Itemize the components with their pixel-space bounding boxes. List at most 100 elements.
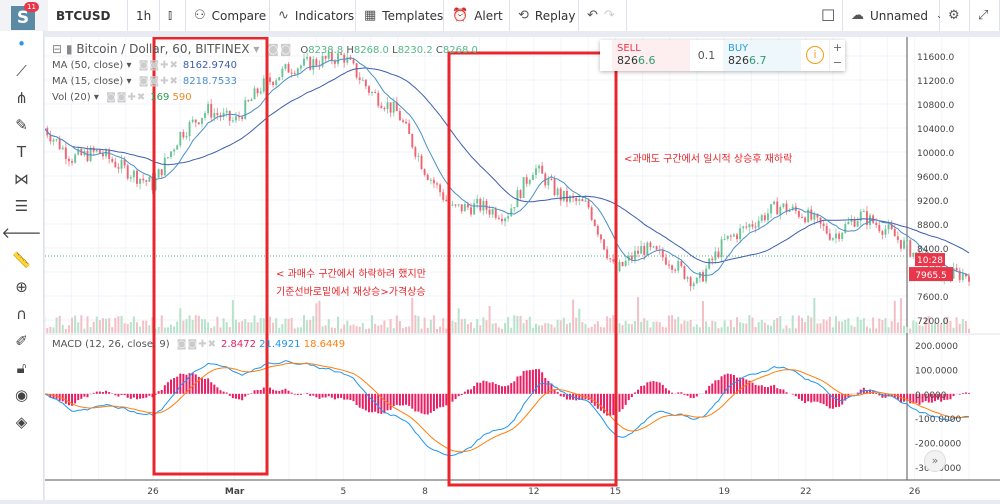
candle-body — [288, 64, 290, 73]
chart-svg[interactable]: 11600.011200.010800.010400.010000.09600.… — [45, 37, 1000, 500]
candle-body — [93, 148, 95, 152]
layers-icon[interactable]: ◈ — [0, 409, 43, 436]
eye-icon[interactable]: ◉ — [0, 382, 43, 409]
macd-histogram-bar — [464, 392, 466, 394]
price-tick-label: 8800.0 — [917, 221, 949, 231]
macd-histogram-bar — [219, 390, 221, 394]
replay-button[interactable]: ⟲Replay — [510, 0, 579, 31]
volume-bar — [699, 327, 701, 333]
ma50-label[interactable]: MA (50, close) — [52, 60, 123, 71]
compare-button[interactable]: ⚇Compare — [186, 0, 270, 31]
volume-bar — [680, 324, 682, 333]
macd-label[interactable]: MACD (12, 26, close, 9) — [52, 339, 170, 350]
candle-body — [176, 145, 178, 149]
info-icon[interactable]: i — [806, 46, 824, 64]
macd-histogram-bar — [649, 382, 651, 394]
candle-body — [458, 204, 460, 205]
lock-icon[interactable]: 🔓︎ — [0, 355, 43, 382]
settings-button[interactable]: ⚙ — [940, 0, 970, 31]
brush-icon[interactable]: ✎ — [0, 112, 43, 139]
series-buttons[interactable]: ◙◙ — [267, 42, 292, 56]
ma15-buttons[interactable]: ◙◙✚✖ — [139, 76, 179, 87]
volume-bar — [588, 328, 590, 333]
macd-histogram-bar — [968, 393, 970, 394]
trend-line-icon[interactable]: ⟋ — [0, 58, 43, 85]
macd-histogram-bar — [504, 386, 506, 394]
volume-bar — [476, 319, 478, 333]
layout-button[interactable]: ☐ — [813, 0, 843, 31]
candle-body — [130, 177, 132, 178]
macd-histogram-bar — [835, 394, 837, 407]
macd-histogram-bar — [414, 394, 416, 412]
candle-body — [674, 270, 676, 271]
candle-body — [198, 122, 200, 124]
redo-icon[interactable]: ↷ — [604, 8, 615, 23]
indicators-button[interactable]: ∿Indicators — [270, 0, 356, 31]
quantity[interactable]: 0.1 — [690, 49, 723, 62]
macd-histogram-bar — [130, 394, 132, 399]
scroll-right-button[interactable]: » — [924, 450, 946, 472]
macd-histogram-bar — [390, 394, 392, 410]
volume-bar — [176, 322, 178, 333]
volume-bar — [340, 329, 342, 333]
ma50-legend: MA (50, close) ▾ ◙◙✚✖8162.9740 — [52, 60, 237, 71]
candle-body — [733, 234, 735, 236]
candle-body — [195, 120, 197, 123]
arrow-left-icon[interactable]: 🡐 — [0, 220, 43, 247]
collapse-icon[interactable]: ⊟ ▮ — [52, 42, 72, 56]
vol-label[interactable]: Vol (20) — [52, 92, 91, 103]
symbol-search[interactable]: BTCUSD — [48, 0, 128, 31]
text-icon[interactable]: T — [0, 139, 43, 166]
lock-drawing-icon[interactable]: ✐ — [0, 328, 43, 355]
templates-button[interactable]: ▦Templates — [356, 0, 444, 31]
chart-type-button[interactable]: ⫾ — [160, 0, 186, 31]
magnet-icon[interactable]: ∩ — [0, 301, 43, 328]
candle-body — [158, 169, 160, 177]
time-tick-label: 22 — [800, 487, 811, 497]
volume-bar — [850, 325, 852, 333]
volume-bar — [894, 301, 896, 333]
cursor-dot-icon[interactable]: • — [0, 31, 43, 58]
ma15-label[interactable]: MA (15, close) — [52, 76, 123, 87]
volume-bar — [331, 327, 333, 333]
candle-body — [182, 132, 184, 137]
candle-body — [185, 136, 187, 137]
volume-bar — [121, 316, 123, 333]
qty-stepper[interactable]: +− — [829, 40, 845, 71]
volume-bar — [346, 321, 348, 333]
macd-histogram-bar — [288, 391, 290, 394]
volume-bar — [826, 321, 828, 333]
volume-bar — [501, 329, 503, 333]
candle-body — [204, 113, 206, 118]
macd-histogram-bar — [77, 394, 79, 400]
candle-body — [142, 179, 144, 180]
volume-bar — [427, 328, 429, 333]
ruler-icon[interactable]: 📏 — [0, 247, 43, 274]
pitchfork-icon[interactable]: ⋔ — [0, 85, 43, 112]
interval-button[interactable]: 1h — [128, 0, 160, 31]
ma50-buttons[interactable]: ◙◙✚✖ — [139, 60, 179, 71]
pattern-icon[interactable]: ⋈ — [0, 166, 43, 193]
fullscreen-button[interactable]: ⤢ — [970, 0, 1000, 31]
series-title[interactable]: Bitcoin / Dollar, 60, BITFINEX — [76, 42, 249, 56]
zoom-icon[interactable]: ⊕ — [0, 274, 43, 301]
volume-bar — [891, 321, 893, 333]
fib-icon[interactable]: ☰ — [0, 193, 43, 220]
save-layout-button[interactable]: ☁Unnamed⌄ — [843, 0, 940, 31]
macd-histogram-bar — [365, 394, 367, 411]
vol-buttons[interactable]: ◙◙✚✖ — [106, 92, 146, 103]
candle-body — [535, 168, 537, 175]
alarm-clock-icon: ⏰ — [452, 8, 468, 23]
candle-body — [173, 150, 175, 152]
volume-bar — [226, 322, 228, 333]
macd-buttons[interactable]: ◙◙✚✖ — [177, 339, 217, 350]
macd-histogram-bar — [455, 394, 457, 399]
volume-bar — [584, 324, 586, 333]
volume-bar — [408, 326, 410, 333]
volume-bar — [770, 326, 772, 333]
alert-button[interactable]: ⏰Alert — [444, 0, 510, 31]
undo-icon[interactable]: ↶ — [587, 8, 598, 23]
